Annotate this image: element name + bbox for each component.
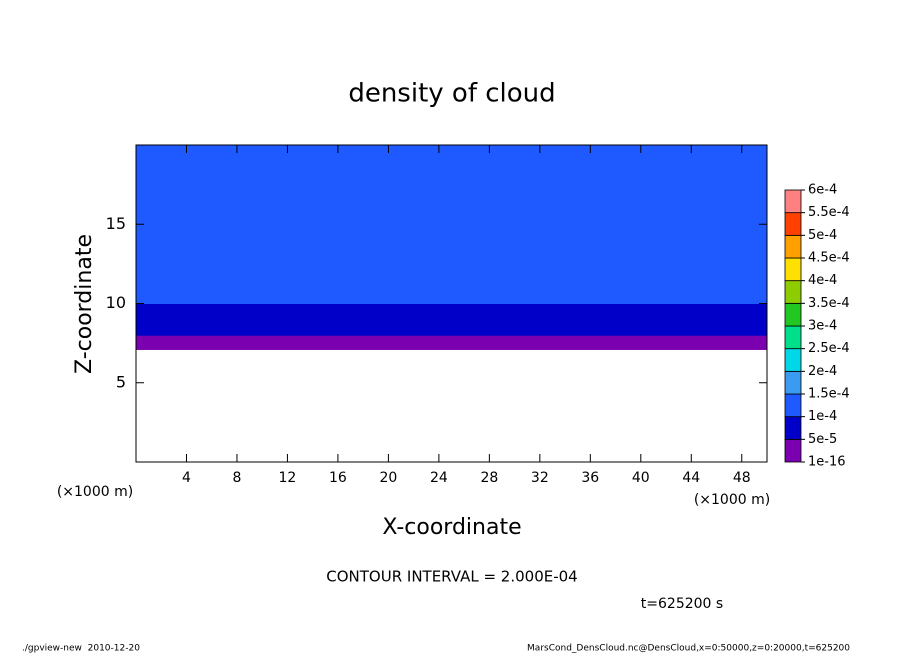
x-tick-label: 20 [379,470,397,486]
contour-band [136,271,767,289]
contour-band [136,255,767,273]
contour-band [136,145,767,162]
contour-band [136,160,767,194]
colorbar-label: 4e-4 [808,273,837,288]
x-tick-label: 12 [279,470,297,486]
footer-left: ./gpview-new 2010-12-20 [22,644,140,654]
colorbar-label: 1.5e-4 [808,387,850,402]
contour-band [136,343,767,350]
contour-band [136,192,767,225]
colorbar-swatch [784,325,802,350]
colorbar-swatch [784,370,802,395]
x-tick-label: 36 [581,470,599,486]
colorbar-swatch [784,393,802,418]
colorbar-swatch [784,280,802,304]
x-tick-label: 8 [232,470,241,486]
colorbar-swatch [784,302,802,327]
contour-band [136,327,767,336]
chart-title: density of cloud [348,79,555,109]
x-tick-label: 40 [632,470,650,486]
colorbar-label: 5e-4 [808,228,837,243]
time-label: t=625200 s [641,596,723,612]
x-tick-label: 44 [682,470,700,486]
colorbar-swatch [784,189,802,214]
colorbar-label: 4.5e-4 [808,251,850,266]
contour-band [136,335,767,344]
colorbar-swatch [784,234,802,259]
colorbar-swatch [784,212,802,236]
contour-interval: CONTOUR INTERVAL = 2.000E-04 [326,568,577,586]
x-tick-label: 4 [182,470,191,486]
x-tick-label: 48 [733,470,751,486]
contour-band [136,224,767,257]
colorbar-swatch [784,416,802,440]
y-tick-label: 10 [106,293,126,312]
y-axis-label: Z-coordinate [72,234,97,374]
footer-right: MarsCond_DensCloud.nc@DensCloud,x=0:5000… [527,644,850,654]
colorbar-label: 2.5e-4 [808,341,850,356]
x-unit-label: (×1000 m) [57,484,133,500]
colorbar-label: 3e-4 [808,319,837,334]
colorbar-label: 1e-4 [808,409,837,424]
colorbar-label: 5.5e-4 [808,205,850,220]
contour-band [136,303,767,320]
colorbar-label: 3.5e-4 [808,296,850,311]
x-tick-label: 28 [480,470,498,486]
colorbar-label: 1e-16 [808,455,846,470]
y-tick-label: 15 [106,214,126,233]
colorbar-label: 2e-4 [808,364,837,379]
colorbar-swatch [784,438,802,463]
x-axis-label: X-coordinate [382,515,521,540]
y-tick-label: 5 [116,372,126,391]
colorbar-swatch [784,257,802,282]
x-unit-label: (×1000 m) [694,492,770,508]
contour-band [136,287,767,304]
colorbar-label: 5e-5 [808,432,837,447]
contour-band [136,319,767,328]
x-tick-label: 32 [531,470,549,486]
colorbar-swatch [784,348,802,372]
x-tick-label: 24 [430,470,448,486]
colorbar-label: 6e-4 [808,183,837,198]
x-tick-label: 16 [329,470,347,486]
